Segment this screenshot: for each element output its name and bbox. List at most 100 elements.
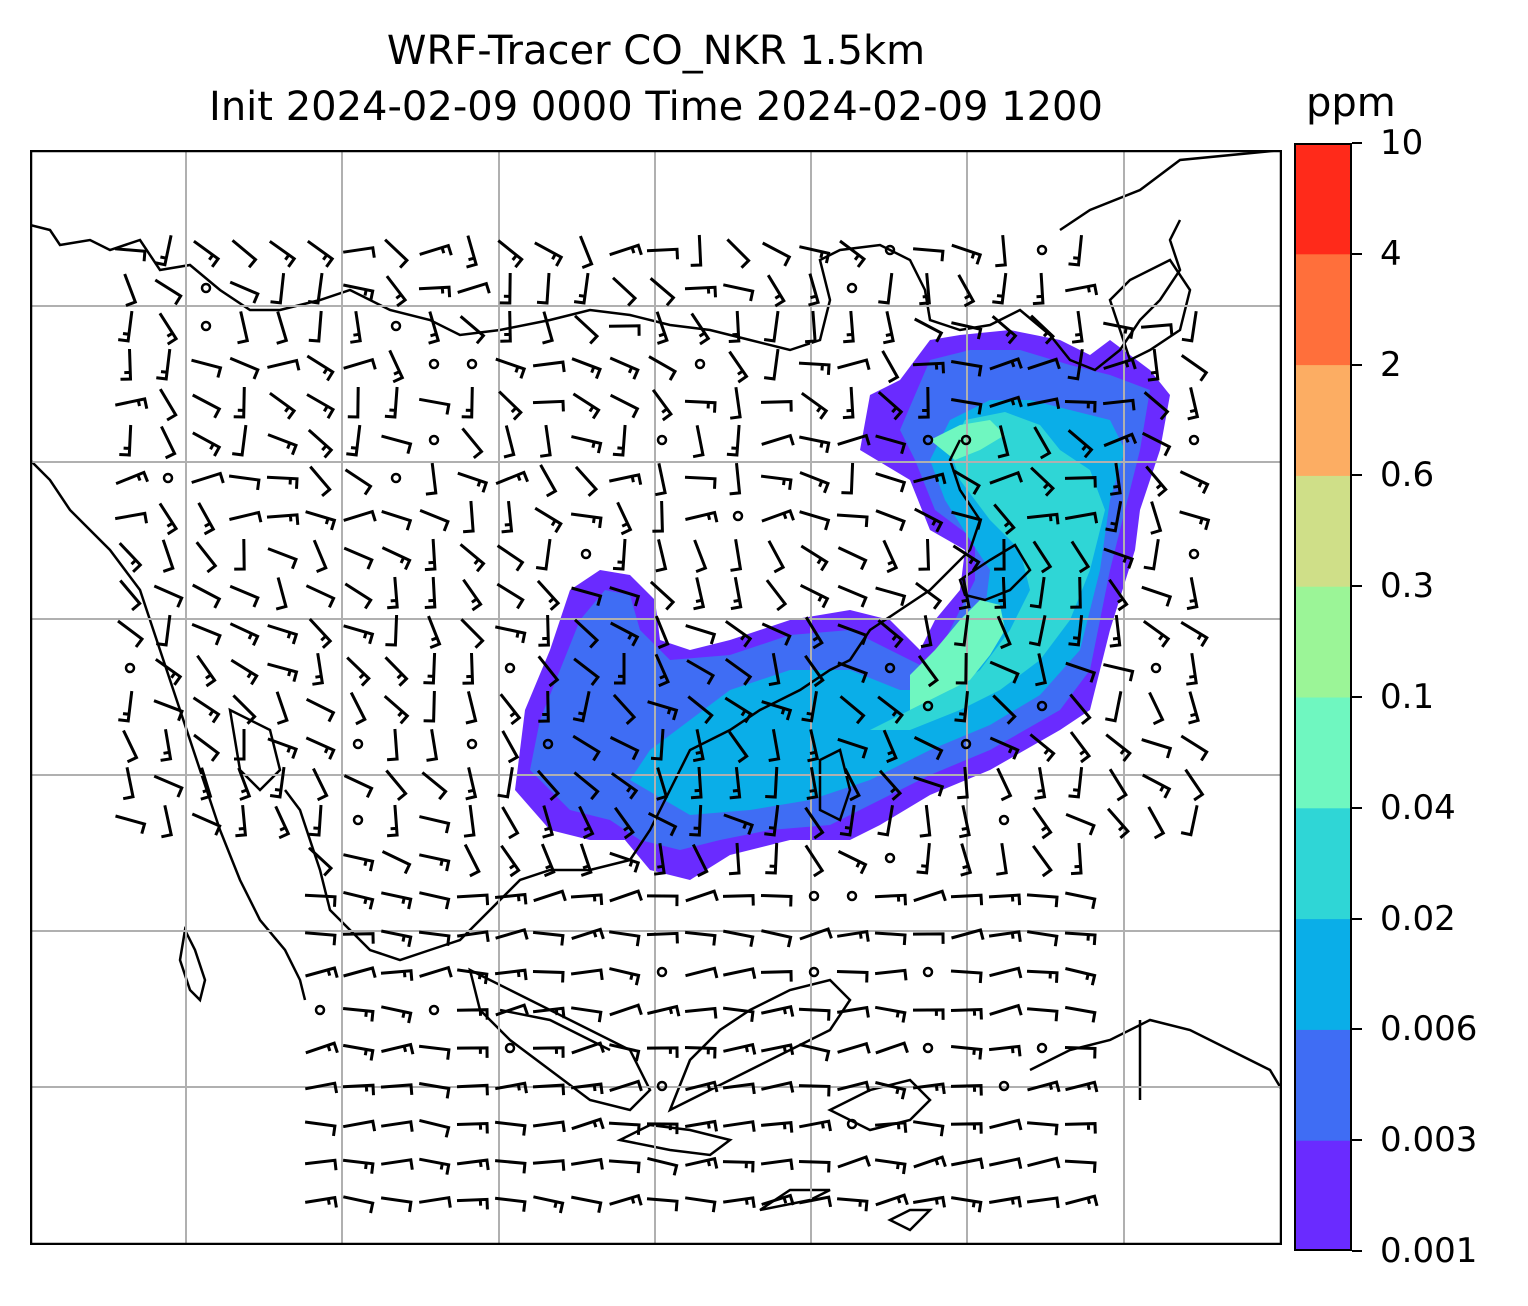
wind-barb — [158, 312, 179, 346]
wind-barb — [570, 512, 603, 529]
wind-barb — [191, 812, 222, 836]
wind-barb — [118, 542, 143, 573]
wind-barb — [1103, 432, 1138, 448]
wind-barb — [841, 462, 855, 495]
wind-barb — [917, 655, 940, 688]
calm-wind-marker — [846, 890, 858, 902]
wind-barb — [839, 804, 856, 837]
wind-barb — [237, 311, 250, 345]
wind-barb — [573, 618, 600, 649]
wind-barb — [613, 806, 635, 840]
wind-barb — [806, 766, 819, 800]
wind-barb — [192, 431, 222, 457]
wind-barb — [308, 617, 333, 649]
wind-barb — [571, 357, 602, 380]
wind-barb — [804, 844, 825, 878]
wind-barb — [684, 1006, 718, 1019]
colorbar-tick-label: 0.04 — [1380, 787, 1456, 828]
wind-barb — [837, 584, 868, 608]
wind-barb — [837, 358, 871, 371]
wind-barb — [1068, 234, 1083, 267]
wind-barb — [804, 806, 825, 840]
wind-barb — [761, 622, 792, 646]
wind-barb — [306, 393, 336, 419]
wind-barb — [765, 842, 779, 875]
wind-barb — [723, 813, 755, 836]
colorbar-tick-label: 0.003 — [1380, 1120, 1478, 1161]
wind-barb — [1143, 391, 1170, 421]
wind-barb — [536, 579, 561, 611]
wind-barb — [1184, 768, 1205, 802]
wind-barb — [1188, 691, 1200, 725]
wind-barb — [912, 361, 945, 374]
wind-barb — [837, 661, 869, 684]
wind-barb — [761, 1080, 795, 1093]
wind-barb — [950, 398, 983, 415]
wind-barb — [950, 893, 984, 906]
wind-barb — [996, 842, 1008, 876]
colorbar-segment — [1294, 918, 1352, 1030]
wind-barb — [343, 357, 377, 370]
wind-barb — [346, 656, 371, 687]
wind-barb — [989, 1118, 1023, 1131]
wind-barb — [343, 546, 374, 570]
wind-barb — [913, 472, 947, 485]
wind-barb — [1032, 806, 1053, 840]
wind-barb — [692, 425, 705, 459]
wind-barb — [418, 853, 451, 872]
wind-barb — [120, 348, 133, 381]
wind-barb — [419, 815, 451, 834]
wind-barb — [270, 272, 286, 305]
wind-barb — [494, 1196, 527, 1212]
wind-barb — [608, 473, 643, 485]
wind-barb — [499, 272, 512, 305]
wind-barb — [573, 314, 600, 345]
wind-barb — [1068, 614, 1084, 647]
wind-barb — [608, 324, 641, 336]
wind-barb — [466, 235, 478, 269]
wind-barb — [874, 968, 908, 981]
colorbar-unit: ppm — [1306, 80, 1396, 126]
wind-barb — [723, 1042, 757, 1055]
wind-barb — [837, 1080, 871, 1093]
wind-barb — [380, 969, 414, 981]
wind-barb — [384, 386, 399, 419]
wind-barb — [304, 931, 337, 946]
wind-barb — [1179, 470, 1210, 495]
wind-barb — [419, 243, 453, 256]
wind-barb — [573, 657, 601, 687]
wind-barb — [1103, 663, 1135, 682]
wind-barb — [881, 350, 900, 384]
wind-barb — [722, 967, 757, 980]
wind-barb — [192, 696, 221, 724]
wind-barb — [342, 1007, 375, 1022]
wind-barb — [608, 930, 641, 947]
wind-barb — [609, 736, 640, 761]
wind-barb — [570, 1082, 604, 1095]
wind-barb — [229, 356, 260, 380]
wind-barb — [842, 386, 855, 420]
wind-barb — [685, 624, 717, 645]
wind-barb — [234, 538, 246, 571]
wind-barb — [919, 804, 932, 838]
wind-barb — [913, 775, 945, 797]
wind-barb — [801, 690, 818, 723]
wind-barb — [837, 1041, 871, 1054]
wind-barb — [839, 239, 867, 268]
wind-barb — [647, 1156, 679, 1176]
calm-wind-marker — [200, 282, 212, 294]
wind-barb — [646, 894, 679, 907]
wind-barb — [496, 582, 525, 610]
wind-barb — [312, 767, 329, 802]
wind-barb — [308, 310, 323, 343]
wind-barb — [456, 1008, 489, 1020]
wind-barb — [768, 652, 781, 687]
wind-barb — [1180, 621, 1209, 648]
wind-barb — [762, 241, 792, 267]
wind-barb — [381, 509, 413, 531]
wind-barb — [919, 272, 931, 306]
wind-barb — [423, 690, 436, 723]
wind-barb — [1065, 967, 1097, 986]
wind-barb — [951, 510, 983, 530]
wind-barb — [1109, 462, 1122, 496]
